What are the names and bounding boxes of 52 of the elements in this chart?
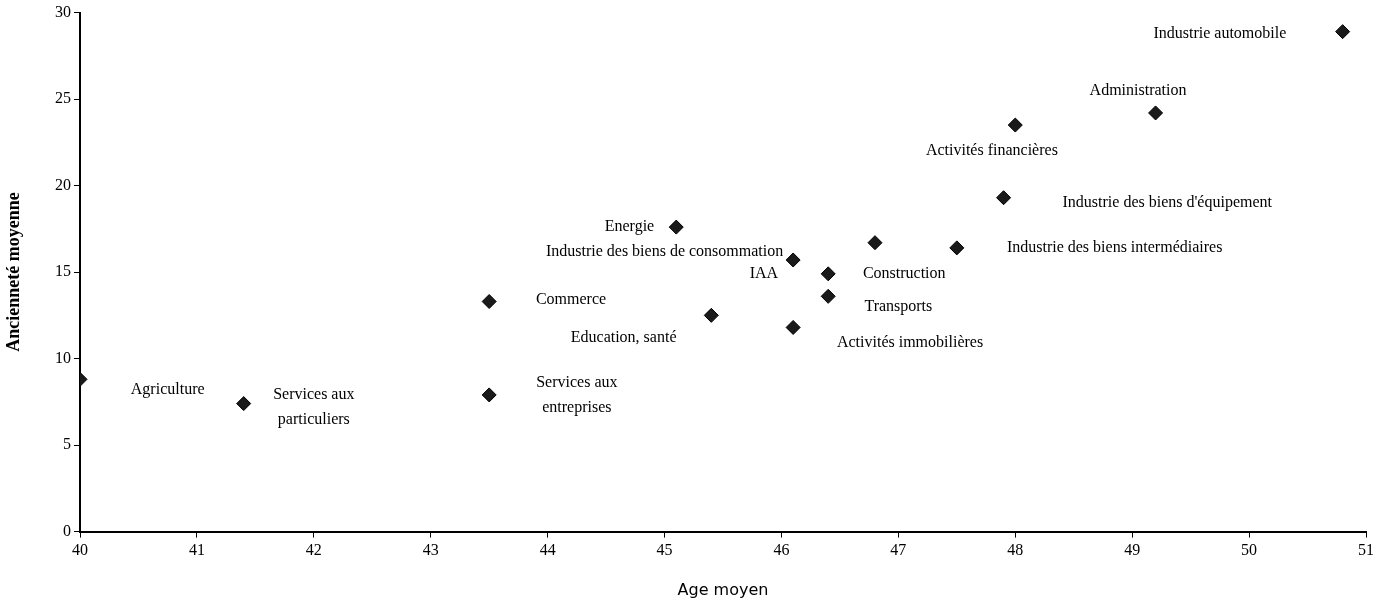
- annotation: Energie: [604, 217, 655, 236]
- annotation: Education, santé: [570, 328, 677, 346]
- y-axis-title: Ancienneté moyenne: [3, 192, 24, 352]
- annotation: Commerce: [535, 289, 607, 307]
- annotation: Industrie des biens intermédiaires: [1006, 238, 1223, 256]
- annotation: Activités immobilières: [836, 333, 984, 351]
- annotation: Administration: [1089, 80, 1187, 98]
- x-tick-label: 40: [72, 541, 88, 559]
- point: [867, 235, 883, 251]
- annotation: Services aux particuliers: [273, 384, 355, 428]
- x-axis-title: Age moyen: [677, 579, 769, 599]
- point: [949, 240, 965, 256]
- point: [820, 266, 836, 282]
- x-tick-label: 46: [773, 541, 790, 559]
- x-tick-label: 51: [1358, 541, 1374, 559]
- y-tick-label: 25: [55, 89, 71, 107]
- point: [668, 219, 684, 235]
- annotation: Services aux entreprises: [536, 372, 618, 416]
- y-tick-label: 5: [63, 435, 71, 453]
- point: [236, 396, 252, 412]
- point: [703, 307, 719, 323]
- y-tick-label: 0: [63, 521, 71, 539]
- point: [481, 294, 497, 310]
- y-tick-label: 15: [55, 262, 71, 280]
- y-tick-label: 20: [55, 175, 71, 193]
- annotation: Agriculture: [130, 379, 205, 398]
- annotation: Construction: [862, 264, 946, 282]
- y-tick-label: 10: [55, 348, 71, 366]
- annotation: Industrie automobile: [1153, 23, 1287, 41]
- x-tick-label: 43: [422, 541, 439, 559]
- point: [785, 319, 801, 335]
- annotation: Transports: [864, 296, 933, 315]
- point: [1007, 117, 1023, 133]
- x-tick-label: 42: [305, 541, 322, 559]
- annotation: Activités financières: [925, 141, 1058, 159]
- x-tick-label: 44: [539, 541, 556, 559]
- x-tick-label: 47: [890, 541, 907, 559]
- point: [820, 288, 836, 304]
- x-tick-label: 41: [188, 541, 205, 559]
- y-tick-label: 30: [55, 2, 71, 20]
- annotation: IAA: [749, 264, 779, 282]
- x-tick-label: 45: [656, 541, 673, 559]
- annotation: Industrie des biens de consommation: [545, 241, 784, 259]
- point: [481, 387, 497, 403]
- x-tick-label: 50: [1241, 541, 1258, 559]
- point: [785, 252, 801, 268]
- point: [996, 190, 1012, 206]
- point: [1148, 105, 1164, 121]
- point: [1335, 24, 1351, 40]
- x-tick-label: 48: [1007, 541, 1024, 559]
- x-tick-label: 49: [1124, 541, 1141, 559]
- annotation: Industrie des biens d'équipement: [1062, 193, 1273, 212]
